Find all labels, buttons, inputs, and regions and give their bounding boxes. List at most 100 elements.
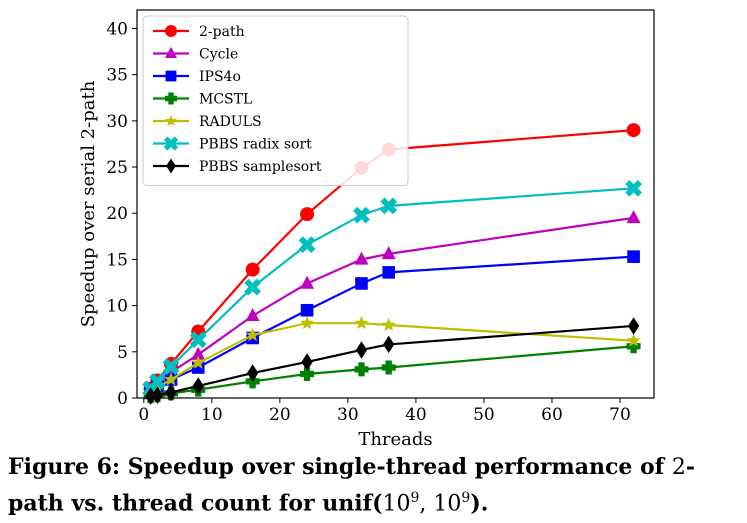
plot-frame [136,9,655,399]
data-point-cycle [191,346,206,360]
caption-math-base-2: 10 [433,491,462,517]
data-point-raduls [381,317,396,331]
x-tick-label: 30 [337,405,359,425]
data-point-pbbs-samplesort [151,386,164,404]
marker-x-stroke [162,358,180,375]
legend-marker-2-path [165,25,177,37]
legend-marker-pbbs-samplesort [166,158,176,174]
data-point-2-path [626,123,641,138]
speedup-chart: 0 10 20 30 40 50 60 70 0 5 10 15 20 25 30 35 40 Threads Sp… [78,9,655,450]
series-line-raduls [149,322,634,394]
data-point-pbbs-radix-sort [353,206,370,224]
legend-entry-pbbs-samplesort: PBBS samplesort [153,158,322,175]
data-point-raduls [354,315,369,330]
data-point-pbbs-samplesort [192,377,204,395]
y-tick-label: 25 [106,158,128,178]
marker-x-stroke [353,206,370,224]
data-point-pbbs-samplesort [145,387,157,405]
caption-text-3: ). [470,490,489,517]
series-pbbs-radix-sort [142,179,642,398]
series-line-pbbs-radix-sort [149,187,634,390]
y-axis-title: Speedup over serial 2-path [78,80,99,327]
y-tick-label: 15 [106,250,128,270]
data-point-pbbs-samplesort [247,364,259,382]
y-tick-label: 30 [106,112,128,132]
legend-marker-pbbs-radix-sort [163,136,179,151]
legend-entry-pbbs-radix-sort: PBBS radix sort [153,136,312,153]
data-point-cycle [381,246,396,260]
legend-label: PBBS samplesort [199,159,322,175]
y-tick-label: 0 [117,389,128,409]
legend-entry-ips4o: IPS4o [153,69,241,85]
legend-entry-raduls: RADULS [153,114,262,130]
data-point-ips4o [355,277,368,290]
marker-x-stroke [625,179,642,197]
data-point-pbbs-samplesort [383,335,395,354]
x-tick-label: 0 [138,405,149,425]
legend-label: IPS4o [199,69,241,85]
marker-x-stroke [380,197,398,215]
axes: 0 10 20 30 40 50 60 70 0 5 10 15 20 25 30 35 40 Threads Sp… [78,9,655,450]
caption-text-2: -path vs. thread count for unif( [8,454,695,517]
data-point-ips4o [627,250,640,263]
data-point-cycle [354,251,369,265]
legend-label: MCSTL [199,92,252,108]
caption-text-1: Figure 6: Speedup over single-thread per… [8,454,672,480]
marker-x-stroke [189,331,207,349]
figure-caption: Figure 6: Speedup over single-thread per… [8,452,743,519]
x-tick-label: 50 [473,405,495,425]
data-point-mcstl [381,360,396,375]
legend-entry-mcstl: MCSTL [153,92,252,108]
marker-x-stroke [149,373,166,390]
legend-label: RADULS [199,114,262,130]
data-point-pbbs-radix-sort [149,373,166,390]
caption-math-sep: , [419,491,434,517]
data-point-cycle [626,210,641,224]
legend-marker-cycle [165,46,177,58]
data-point-cycle [245,308,260,322]
data-point-pbbs-radix-sort [625,179,642,197]
data-point-ips4o [382,266,395,279]
legend-label: PBBS radix sort [199,137,312,153]
legend-marker-mcstl [165,92,177,105]
data-point-cycle [300,275,315,289]
legend-box [142,15,409,186]
legend-marker-ips4o [165,70,177,82]
legend-marker-raduls [165,114,177,127]
x-tick-label: 60 [541,405,563,425]
marker-x-stroke [244,278,262,296]
x-axis-title: Threads [358,429,432,450]
caption-math-2: 2 [671,455,686,480]
data-point-mcstl [626,339,641,354]
data-point-raduls [300,315,315,330]
data-point-2-path [245,262,260,277]
x-tick-label: 40 [405,405,427,425]
y-tick-label: 10 [106,297,128,317]
data-point-raduls [191,355,206,369]
data-point-pbbs-samplesort [355,341,368,359]
legend-entry-cycle: Cycle [153,47,238,63]
data-point-mcstl [354,362,369,377]
legend-label: 2-path [199,24,245,40]
data-point-pbbs-samplesort [165,383,177,402]
data-point-raduls [164,372,178,386]
x-tick-label: 10 [201,405,223,425]
marker-x-stroke [163,136,179,151]
y-tick-label: 20 [106,204,128,224]
legend-label: Cycle [199,47,238,63]
data-point-2-path [300,207,315,222]
data-point-raduls [626,333,641,347]
caption-math-exp-2: 9 [461,490,471,506]
y-tick-label: 5 [117,343,128,363]
data-point-pbbs-radix-sort [298,236,316,254]
series-pbbs-samplesort [145,317,640,405]
data-point-pbbs-radix-sort [244,278,262,296]
legend: 2-path Cycle IPS4o MCSTL RADULS PBBS radix so… [142,15,409,186]
data-point-ips4o [300,303,314,317]
y-tick-label: 40 [106,19,128,39]
x-tick-label: 20 [269,405,291,425]
data-point-pbbs-radix-sort [380,197,398,215]
data-point-pbbs-radix-sort [162,358,180,375]
data-point-pbbs-samplesort [301,353,313,371]
data-point-raduls [245,327,260,342]
